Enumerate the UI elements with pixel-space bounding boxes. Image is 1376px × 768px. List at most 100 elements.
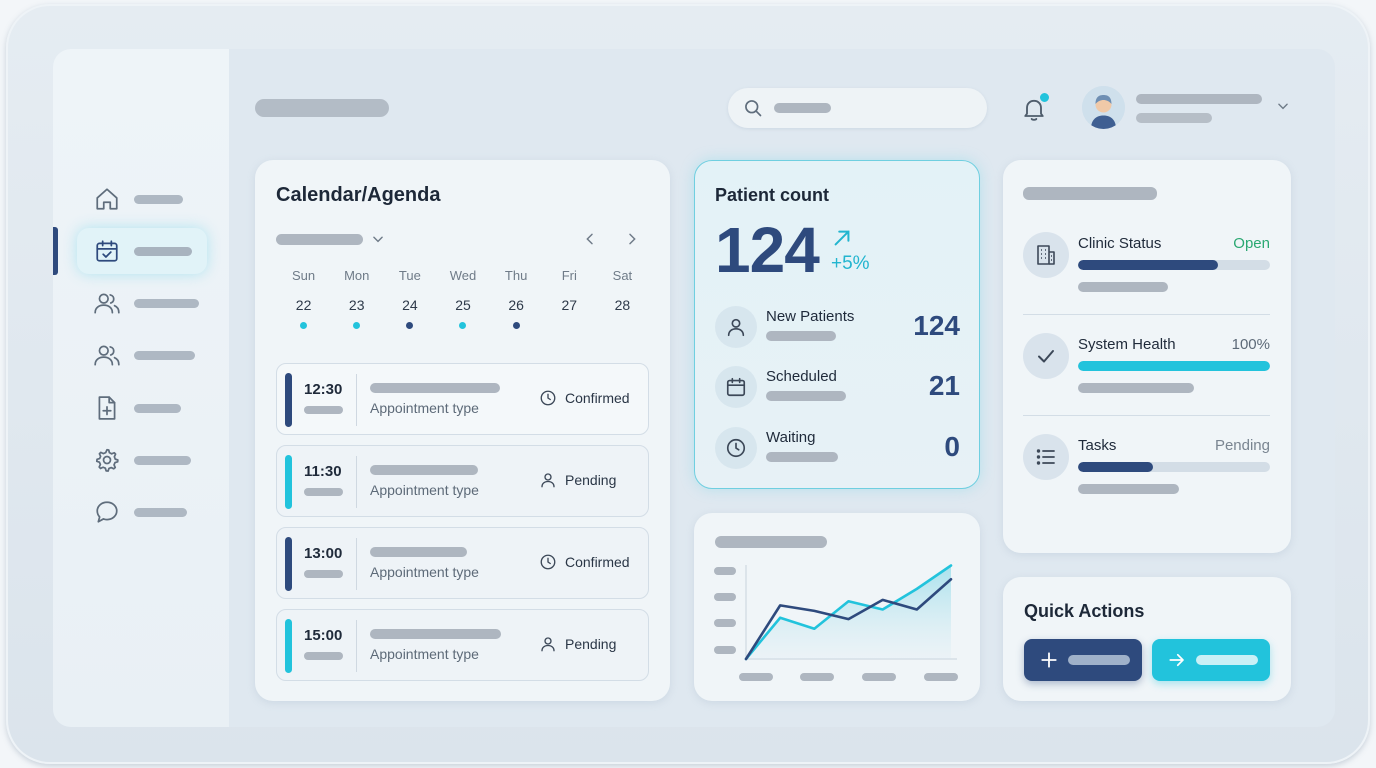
appointment-dot (459, 322, 467, 329)
sidebar-item-label (134, 298, 199, 308)
bell-icon (1024, 99, 1044, 121)
series-line-2 (744, 577, 953, 661)
calendar-day[interactable]: Wed 25 (436, 268, 489, 329)
clock-icon (540, 554, 556, 570)
appointment-duration-placeholder (304, 406, 343, 414)
search-input[interactable] (728, 88, 987, 128)
check-icon (1023, 333, 1069, 379)
appointment-duration-placeholder (304, 488, 343, 496)
appointment-dot (566, 322, 573, 329)
week-strip: Sun 22 Mon 23 Tue 24 Wed 25 Thu 26 (277, 268, 649, 329)
sidebar-item-calendar[interactable] (77, 228, 207, 274)
sidebar-item-label (134, 455, 191, 465)
status-label: Tasks (1078, 437, 1117, 454)
line-chart (714, 564, 958, 681)
appointment-accent-bar (285, 537, 292, 591)
appointment-time: 13:00 (304, 545, 343, 562)
day-number: 27 (561, 297, 578, 313)
stat-row-waiting: Waiting 0 (715, 427, 960, 471)
sidebar-item-patients[interactable] (77, 280, 207, 326)
calendar-day[interactable]: Sun 22 (277, 268, 330, 329)
status-sub-placeholder (1078, 282, 1168, 292)
appointment-type: Appointment type (370, 400, 479, 416)
quick-actions-card: Quick Actions (1003, 577, 1291, 701)
file-plus-icon (93, 394, 121, 422)
appointment-item[interactable]: 11:30 Appointment type Pending (276, 445, 649, 517)
stat-value: 21 (928, 370, 960, 401)
sidebar-item-home[interactable] (77, 176, 207, 222)
day-number: 25 (455, 297, 471, 313)
patient-name-placeholder (370, 629, 501, 639)
chevron-right-icon[interactable] (624, 231, 640, 247)
appointment-duration-placeholder (304, 652, 343, 660)
notification-bell[interactable] (1020, 95, 1050, 125)
stat-row-scheduled: Scheduled 21 (715, 366, 960, 410)
notification-badge (1039, 92, 1050, 103)
calendar-day[interactable]: Mon 23 (330, 268, 383, 329)
status-label: Confirmed (565, 390, 630, 406)
day-number: 24 (402, 297, 418, 313)
calendar-day[interactable]: Sat 28 (596, 268, 649, 329)
trend-up-icon (831, 227, 853, 249)
day-name: Sun (292, 268, 316, 283)
x-tick-label (924, 673, 958, 681)
appointment-status: Pending (539, 635, 616, 653)
user-icon (541, 637, 555, 652)
add-button[interactable] (1024, 639, 1142, 681)
sidebar-item-label (134, 507, 187, 517)
patient-name-placeholder (370, 547, 467, 557)
calendar-day[interactable]: Thu 26 (490, 268, 543, 329)
avatar[interactable] (1082, 86, 1125, 129)
divider (356, 456, 357, 508)
tablet-frame: Calendar/Agenda Sun 22 Mon 23 (6, 4, 1370, 764)
sidebar-item-records[interactable] (77, 385, 207, 431)
month-selector[interactable] (276, 232, 385, 246)
chevron-down-icon[interactable] (1276, 99, 1290, 118)
day-name: Sat (612, 268, 633, 283)
sidebar-item-settings[interactable] (77, 437, 207, 483)
patient-count-total: 124 (715, 214, 820, 286)
day-number: 23 (348, 297, 365, 313)
gear-icon (93, 446, 121, 474)
status-state: Pending (1214, 437, 1270, 454)
calendar-day[interactable]: Fri 27 (543, 268, 596, 329)
status-label: Confirmed (565, 554, 630, 570)
appointment-item[interactable]: 15:00 Appointment type Pending (276, 609, 649, 681)
user-role-placeholder (1136, 113, 1212, 123)
appointment-dot (300, 322, 308, 329)
button-label-placeholder (1196, 655, 1258, 665)
appointment-type: Appointment type (370, 646, 479, 662)
stat-sub-placeholder (766, 391, 846, 401)
status-state: Open (1233, 235, 1270, 252)
series-line-1 (744, 564, 953, 661)
day-number: 22 (295, 297, 312, 313)
sidebar-item-staff[interactable] (77, 332, 207, 378)
chevron-left-icon[interactable] (582, 231, 598, 247)
calendar-day[interactable]: Tue 24 (383, 268, 436, 329)
calendar-title: Calendar/Agenda (276, 184, 441, 206)
appointment-item[interactable]: 13:00 Appointment type Confirmed (276, 527, 649, 599)
chart-title-placeholder (715, 536, 827, 548)
list-icon (1023, 434, 1069, 480)
appointment-dot (353, 322, 361, 329)
progress-fill (1078, 260, 1219, 270)
stat-sub-placeholder (766, 452, 838, 462)
divider (1023, 415, 1270, 416)
sidebar-item-label (134, 350, 195, 360)
clock-icon (540, 390, 556, 406)
x-tick-label (739, 673, 773, 681)
appointment-accent-bar (285, 373, 292, 427)
patient-name-placeholder (370, 465, 478, 475)
forward-button[interactable] (1152, 639, 1270, 681)
calendar-card: Calendar/Agenda Sun 22 Mon 23 (255, 160, 670, 701)
day-name: Wed (449, 268, 477, 283)
appointment-item[interactable]: 12:30 Appointment type Confirmed (276, 363, 649, 435)
appointment-type: Appointment type (370, 564, 479, 580)
day-number: 28 (614, 297, 631, 313)
divider (356, 374, 357, 426)
divider (356, 538, 357, 590)
appointment-dot (512, 322, 520, 329)
arrow-right-icon (1168, 651, 1186, 669)
chevron-down-icon (371, 232, 385, 246)
sidebar-item-messages[interactable] (77, 489, 207, 535)
